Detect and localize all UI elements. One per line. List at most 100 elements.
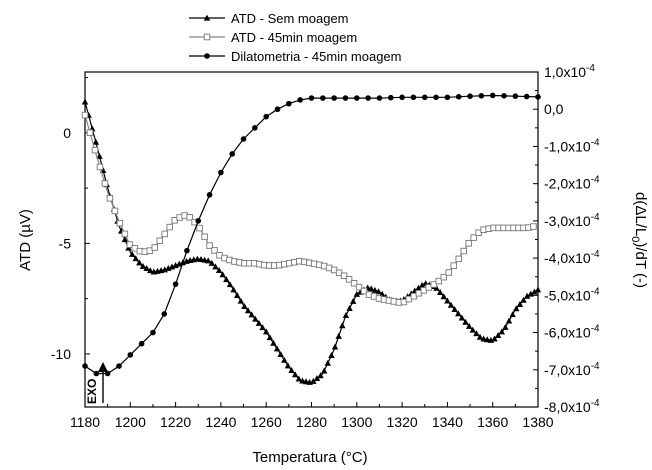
data-point — [161, 311, 168, 317]
x-tick-label: 1260 — [251, 414, 282, 430]
data-point — [476, 333, 484, 340]
series-3 — [82, 92, 541, 377]
data-point — [208, 259, 216, 266]
exo-arrow-head — [98, 362, 108, 372]
data-point — [111, 207, 119, 215]
data-point — [354, 95, 360, 101]
data-point — [172, 281, 179, 287]
exo-annotation: EXO — [85, 362, 108, 404]
y-right-tick-label: 1,0x10-4 — [544, 63, 595, 80]
data-point — [302, 378, 310, 385]
data-point — [345, 276, 353, 283]
data-point — [308, 95, 315, 101]
data-point — [410, 94, 417, 101]
data-point — [297, 97, 303, 103]
data-point — [371, 286, 379, 293]
data-point — [501, 93, 507, 99]
data-point — [455, 255, 462, 263]
data-point — [205, 257, 212, 264]
legend-item: ATD - Sem moagem — [189, 11, 349, 26]
data-point — [460, 247, 467, 255]
data-point — [218, 169, 224, 176]
data-point — [447, 301, 455, 308]
y-left-tick-label: -5 — [59, 235, 72, 251]
y-axis-left-title-group: ATD (µV) — [17, 209, 34, 271]
data-point — [365, 95, 371, 101]
data-point — [139, 262, 147, 269]
data-point — [156, 237, 163, 244]
data-point — [127, 352, 134, 358]
y-right-tick-label: -4,0x10-4 — [544, 249, 600, 266]
data-point — [259, 324, 266, 331]
data-point — [444, 297, 451, 304]
legend-label: Dilatometria - 45min moagem — [231, 49, 402, 64]
data-point — [523, 292, 531, 299]
data-point — [281, 356, 288, 363]
data-point — [101, 180, 109, 187]
data-point — [342, 95, 349, 101]
data-point — [458, 314, 466, 321]
data-point — [136, 259, 143, 266]
data-point — [223, 276, 230, 283]
data-point — [201, 233, 208, 241]
data-point — [230, 286, 237, 293]
data-point — [92, 138, 100, 145]
data-point — [128, 250, 136, 257]
x-axis: 1180 1200 1220 1240 1260 1280 1300 1320 1340 1360… — [70, 402, 554, 430]
data-point — [313, 375, 321, 382]
data-point — [469, 326, 476, 333]
data-point — [491, 335, 498, 342]
data-point — [520, 296, 527, 303]
data-point — [509, 311, 516, 318]
data-point — [263, 113, 270, 120]
data-point — [376, 95, 383, 101]
data-point — [350, 280, 358, 287]
y-left-tick-label: -10 — [51, 346, 71, 362]
x-tick-label: 1360 — [477, 414, 508, 430]
data-point — [286, 100, 292, 107]
data-point — [531, 288, 538, 295]
data-point — [440, 293, 447, 300]
data-point — [96, 163, 104, 171]
data-point — [335, 332, 342, 339]
data-point — [489, 92, 496, 99]
data-point — [147, 267, 154, 274]
data-point — [470, 234, 477, 241]
data-point — [121, 236, 129, 243]
data-point — [317, 372, 324, 379]
legend: ATD - Sem moagem ATD - 45min moagem Dilato… — [189, 11, 402, 64]
legend-label: ATD - 45min moagem — [231, 30, 357, 45]
legend-item: Dilatometria - 45min moagem — [189, 49, 402, 64]
data-point — [166, 223, 173, 231]
data-point — [161, 230, 168, 238]
data-point — [435, 277, 443, 285]
data-point — [266, 334, 274, 341]
data-point — [513, 305, 520, 312]
data-point — [399, 94, 405, 101]
data-point — [81, 111, 89, 119]
data-point — [530, 223, 537, 230]
y-right-tick-label: -2,0x10-4 — [544, 175, 600, 192]
x-tick-label: 1340 — [432, 414, 463, 430]
x-tick-label: 1220 — [160, 414, 191, 430]
y-left-tick-label: 0 — [63, 125, 71, 141]
data-point — [252, 125, 258, 131]
data-point — [535, 94, 541, 100]
y-axis-right-title-group: d(ΔL/L0)/dT (-) — [629, 192, 649, 288]
data-point — [415, 284, 422, 291]
data-point — [244, 307, 252, 314]
data-point — [263, 328, 270, 335]
data-point — [81, 98, 89, 105]
data-point — [387, 94, 394, 101]
y-right-tick-label: -6,0x10-4 — [544, 324, 600, 341]
data-point — [455, 93, 462, 100]
data-point — [418, 281, 426, 288]
y-right-tick-label: -1,0x10-4 — [544, 137, 600, 154]
x-tick-label: 1180 — [70, 414, 100, 430]
x-tick-label: 1300 — [341, 414, 372, 430]
y-right-tick-label: -7,0x10-4 — [544, 361, 600, 378]
data-point — [473, 330, 480, 337]
data-point — [342, 312, 350, 319]
data-point — [215, 266, 223, 273]
data-point — [151, 244, 159, 251]
